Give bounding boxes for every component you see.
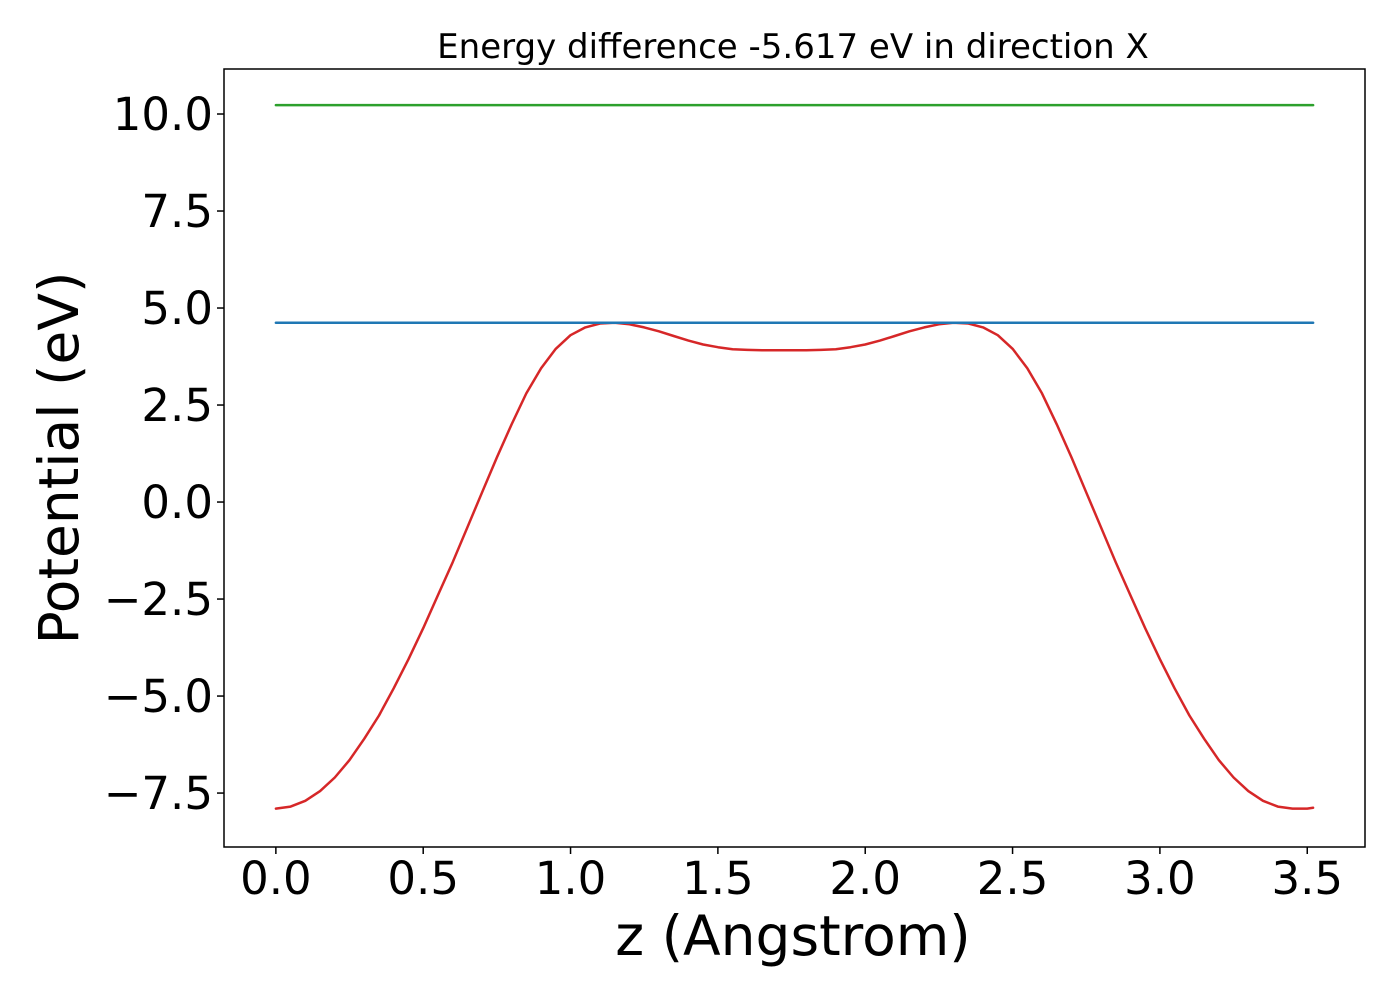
- x-tick-label: 2.5: [977, 852, 1049, 905]
- x-tick-label: 2.0: [829, 852, 901, 905]
- x-axis-label: z (Angstrom): [615, 904, 971, 968]
- x-tick-label: 1.5: [682, 852, 754, 905]
- y-tick-label: 2.5: [141, 379, 213, 432]
- y-tick-label: 5.0: [141, 282, 213, 335]
- y-tick-label: 10.0: [113, 88, 213, 141]
- y-tick-label: −7.5: [104, 767, 213, 820]
- x-tick-label: 3.0: [1124, 852, 1196, 905]
- y-axis: −7.5 −5.0 −2.5 0.0 2.5 5.0 7.5 10.0: [104, 88, 224, 820]
- y-tick-label: 0.0: [141, 476, 213, 529]
- plot-frame: [223, 68, 1366, 848]
- y-tick-label: 7.5: [141, 185, 213, 238]
- x-axis: 0.0 0.5 1.0 1.5 2.0 2.5 3.0 3.5: [240, 847, 1343, 905]
- chart-title: Energy difference -5.617 eV in direction…: [437, 27, 1149, 67]
- y-tick-label: −5.0: [104, 670, 213, 723]
- x-tick-label: 3.5: [1271, 852, 1343, 905]
- series-line-1: [274, 321, 1315, 810]
- x-tick-label: 0.5: [387, 852, 459, 905]
- y-axis-label: Potential (eV): [27, 272, 91, 645]
- series-layer: [274, 103, 1315, 810]
- x-tick-label: 1.0: [535, 852, 607, 905]
- y-tick-label: −2.5: [104, 573, 213, 626]
- x-tick-label: 0.0: [240, 852, 312, 905]
